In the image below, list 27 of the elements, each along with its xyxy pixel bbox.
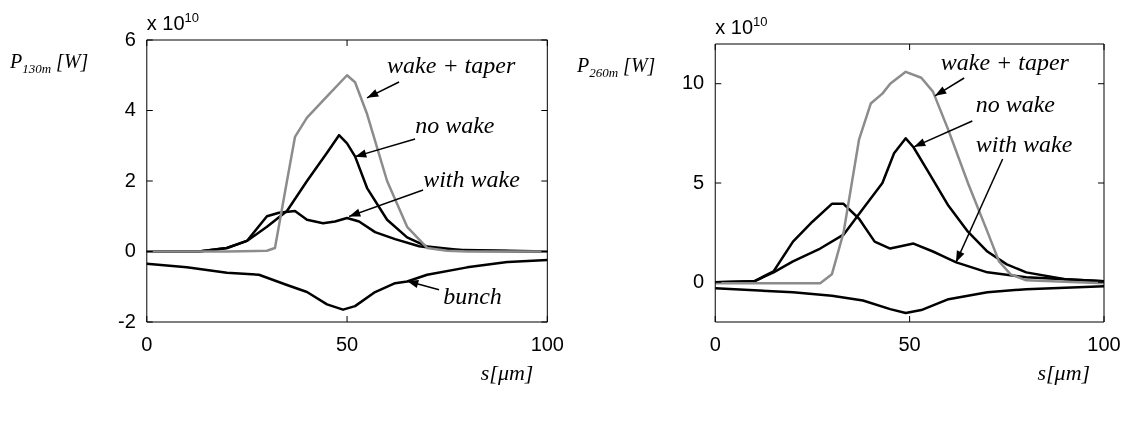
y-tick-label: 10 bbox=[682, 71, 705, 94]
annotation: no wake bbox=[415, 111, 495, 138]
y-tick-label: 5 bbox=[693, 170, 705, 193]
text: x 10$^{10}$ bbox=[146, 10, 200, 35]
x-tick-label: 100 bbox=[530, 332, 564, 355]
x-tick-label: 0 bbox=[141, 332, 153, 355]
annotation: with wake bbox=[423, 166, 521, 193]
y-axis-title: P$_{130m}$ [W] bbox=[10, 50, 89, 77]
x-axis-title: s[μm] bbox=[1037, 360, 1091, 386]
y-tick-label: 6 bbox=[124, 27, 136, 50]
y-axis-title: P$_{260m}$ [W] bbox=[577, 54, 656, 81]
annotation: bunch bbox=[443, 282, 502, 309]
x-axis-title: s[μm] bbox=[480, 360, 534, 386]
y-tick-label: 4 bbox=[124, 98, 136, 121]
x-tick-label: 50 bbox=[898, 332, 921, 355]
annotation: wake + taper bbox=[387, 51, 516, 78]
y-tick-label: -2 bbox=[117, 309, 136, 332]
annotation: no wake bbox=[975, 90, 1056, 117]
annotation: wake + taper bbox=[940, 49, 1070, 76]
y-tick-label: 2 bbox=[124, 168, 136, 191]
annotation: with wake bbox=[975, 130, 1073, 157]
y-tick-label: 0 bbox=[693, 269, 705, 292]
x-tick-label: 100 bbox=[1087, 332, 1121, 355]
x-tick-label: 0 bbox=[709, 332, 721, 355]
text: x 10$^{10}$ bbox=[715, 14, 768, 39]
y-tick-label: 0 bbox=[124, 239, 136, 262]
x-tick-label: 50 bbox=[335, 332, 359, 355]
